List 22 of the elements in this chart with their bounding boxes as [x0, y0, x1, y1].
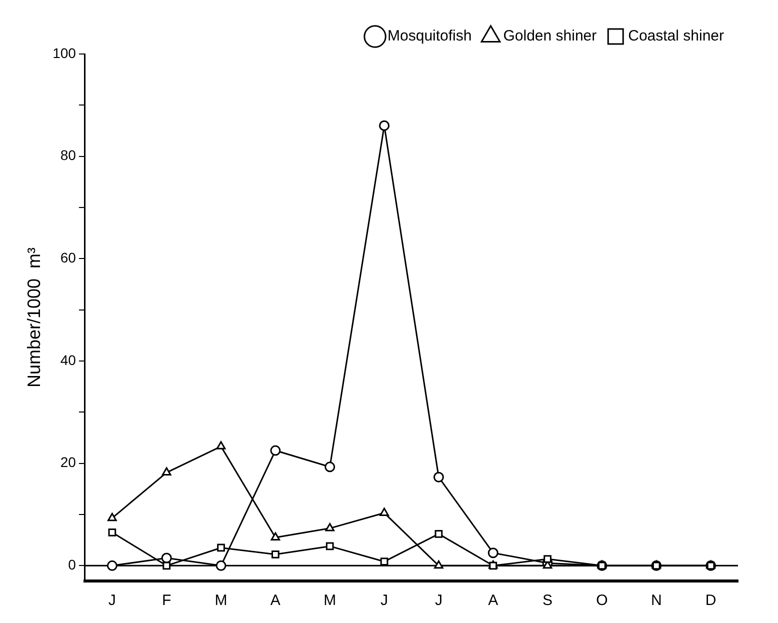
x-tick-label: S — [542, 592, 553, 610]
legend-label: Coastal shiner — [628, 28, 724, 45]
x-tick-label: A — [488, 592, 498, 610]
y-tick-label: 100 — [52, 44, 76, 61]
legend-label: Golden shiner — [503, 28, 597, 45]
x-tick-label: F — [162, 592, 172, 610]
y-tick-label: 0 — [68, 556, 76, 573]
x-tick-label: J — [380, 592, 388, 610]
y-axis-title: Number/1000 m³ — [24, 247, 44, 388]
y-tick-label: 80 — [60, 147, 76, 164]
x-tick-label: J — [108, 592, 116, 610]
legend-label: Mosquitofish — [388, 28, 472, 45]
x-tick-label: J — [434, 592, 442, 610]
y-tick-label: 40 — [60, 352, 76, 368]
x-tick-label: M — [214, 592, 228, 610]
y-tick-label: 20 — [60, 454, 76, 470]
x-tick-label: N — [650, 592, 662, 610]
y-tick-label: 60 — [60, 250, 76, 266]
x-tick-label: A — [270, 592, 280, 610]
x-tick-label: M — [324, 592, 336, 610]
x-tick-label: O — [596, 592, 608, 610]
x-tick-label: D — [705, 592, 716, 610]
